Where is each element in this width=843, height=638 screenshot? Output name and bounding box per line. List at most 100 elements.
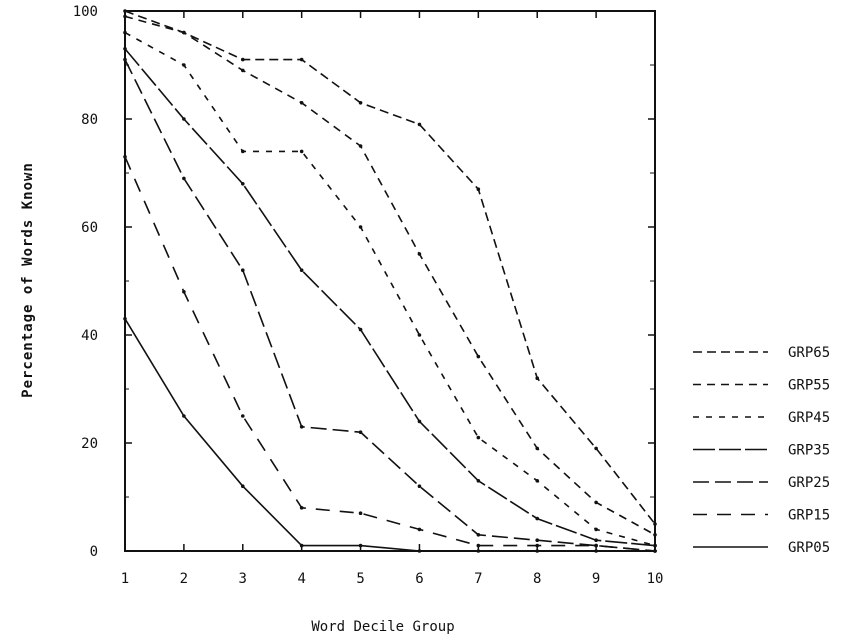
data-point-grp15	[476, 543, 481, 548]
data-point-grp45	[358, 225, 363, 229]
legend: GRP65 GRP55 GRP45 GRP35 GRP25 GRP15 GRP05	[693, 345, 830, 556]
data-point-grp35	[535, 516, 540, 521]
legend-item: GRP45	[693, 410, 830, 426]
data-point-grp45	[299, 149, 304, 154]
legend-label: GRP15	[788, 508, 830, 524]
data-point-grp55	[653, 533, 657, 537]
data-point-grp15	[358, 511, 363, 515]
data-point-grp65	[535, 376, 540, 381]
data-point-grp45	[535, 479, 540, 483]
data-point-grp05	[594, 549, 598, 553]
y-axis-label: Percentage of Words Known	[20, 162, 36, 398]
data-point-grp55	[417, 252, 422, 256]
data-point-grp35	[417, 419, 422, 424]
data-point-grp55	[299, 101, 304, 105]
data-point-grp15	[417, 527, 422, 532]
data-point-grp05	[417, 549, 422, 553]
series-line-grp45	[124, 31, 656, 547]
y-tick-label: 60	[81, 220, 98, 236]
data-point-grp65	[299, 57, 304, 62]
data-point-grp25	[240, 268, 245, 273]
data-point-grp45	[182, 63, 186, 67]
x-tick-label: 7	[474, 571, 482, 587]
x-tick-label: 9	[592, 571, 600, 587]
y-tick-label: 40	[81, 328, 98, 344]
data-point-grp55	[123, 14, 127, 19]
data-point-grp25	[123, 57, 127, 62]
data-point-grp05	[653, 549, 657, 553]
data-point-grp15	[240, 414, 245, 418]
data-point-grp05	[476, 549, 481, 553]
y-tick-label: 100	[73, 4, 98, 20]
x-axis-label: Word Decile Group	[311, 619, 454, 635]
data-point-grp15	[594, 543, 598, 548]
data-point-grp05	[182, 414, 186, 418]
data-point-grp45	[594, 527, 598, 532]
data-point-grp05	[535, 549, 540, 553]
series-line-grp25	[124, 59, 656, 552]
x-axis: 1 2 3 4 5 6 7 8 9 10	[121, 11, 664, 587]
legend-label: GRP35	[788, 443, 830, 459]
data-point-grp35	[182, 117, 186, 121]
data-point-grp65	[653, 522, 657, 526]
data-point-grp55	[240, 68, 245, 73]
data-point-grp15	[535, 543, 540, 548]
data-point-grp45	[240, 149, 245, 154]
data-point-grp25	[476, 533, 481, 537]
data-point-grp55	[182, 30, 186, 35]
data-point-grp25	[417, 484, 422, 489]
legend-label: GRP55	[788, 378, 830, 394]
series-line-grp65	[124, 10, 656, 525]
data-point-grp05	[123, 317, 127, 321]
data-point-grp25	[182, 176, 186, 181]
data-point-grp35	[653, 543, 657, 548]
data-point-grp25	[299, 425, 304, 429]
legend-label: GRP05	[788, 540, 830, 556]
legend-item: GRP25	[693, 475, 830, 491]
y-tick-label: 0	[90, 544, 98, 560]
plot-frame	[124, 10, 656, 552]
data-point-grp65	[417, 122, 422, 127]
data-point-grp35	[123, 47, 127, 51]
data-point-grp45	[123, 30, 127, 35]
data-point-grp45	[476, 435, 481, 440]
x-tick-label: 1	[121, 571, 129, 587]
legend-item: GRP65	[693, 345, 830, 361]
legend-label: GRP65	[788, 345, 830, 361]
legend-label: GRP25	[788, 475, 830, 491]
y-tick-label: 80	[81, 112, 98, 128]
legend-item: GRP15	[693, 508, 830, 524]
data-point-grp05	[299, 543, 304, 548]
x-tick-label: 3	[239, 571, 247, 587]
data-point-grp55	[476, 354, 481, 359]
data-point-grp15	[123, 155, 127, 159]
data-point-grp35	[240, 182, 245, 186]
plot-area	[124, 10, 656, 552]
series-line-grp35	[124, 48, 656, 547]
data-point-grp55	[535, 446, 540, 451]
data-point-grp65	[594, 446, 598, 451]
legend-item: GRP35	[693, 443, 830, 459]
series-line-grp05	[124, 318, 655, 552]
data-point-grp25	[358, 430, 363, 435]
data-point-grp05	[358, 543, 363, 548]
x-tick-label: 5	[356, 571, 364, 587]
legend-item: GRP55	[693, 378, 830, 394]
x-tick-label: 10	[647, 571, 664, 587]
data-point-grp05	[240, 484, 245, 489]
x-tick-label: 8	[533, 571, 541, 587]
data-point-grp45	[417, 333, 422, 337]
data-point-grp35	[299, 268, 304, 273]
data-point-grp25	[535, 538, 540, 542]
data-point-grp35	[358, 327, 363, 332]
data-point-grp65	[240, 57, 245, 62]
y-axis: 0 20 40 60 80 100	[73, 4, 655, 560]
data-point-grp65	[476, 187, 481, 191]
x-tick-label: 2	[180, 571, 188, 587]
legend-label: GRP45	[788, 410, 830, 426]
legend-item: GRP05	[693, 540, 830, 556]
data-point-grp55	[358, 144, 363, 148]
data-point-grp35	[594, 538, 598, 542]
data-point-grp35	[476, 479, 481, 483]
